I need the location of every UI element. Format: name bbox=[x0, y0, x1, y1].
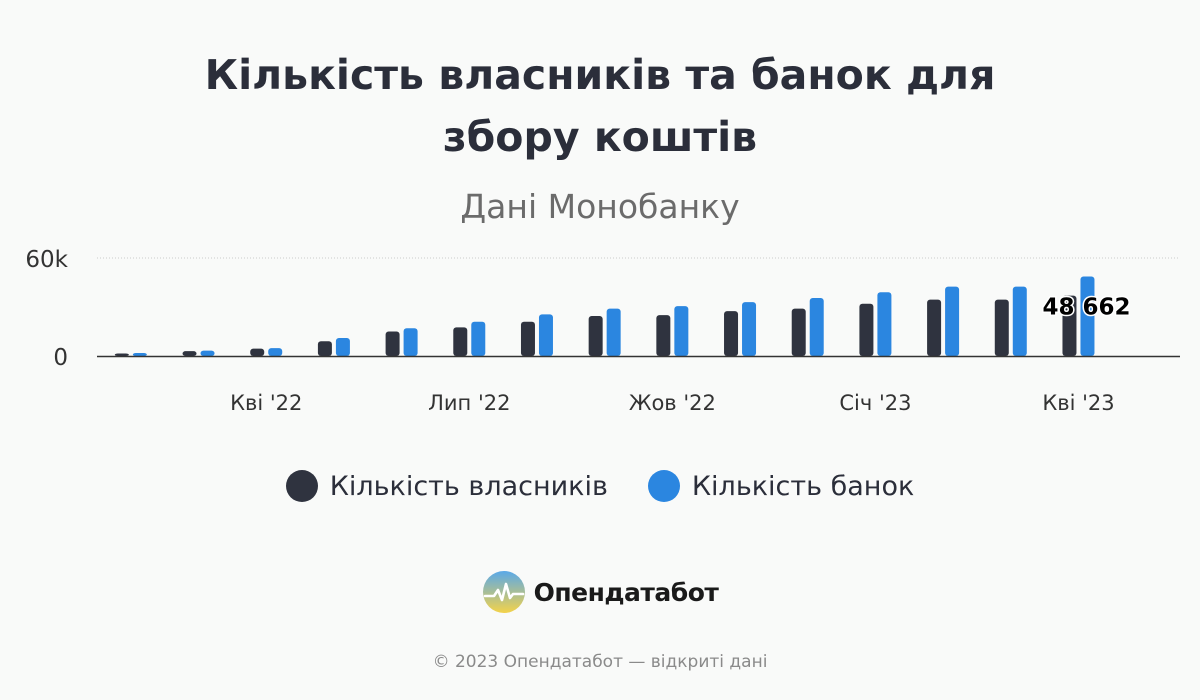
opendatabot-logo-icon bbox=[482, 571, 525, 613]
bar-owners bbox=[588, 315, 603, 356]
bar-owners bbox=[859, 303, 874, 356]
legend-item-banks[interactable]: Кількість банок bbox=[647, 470, 915, 502]
legend-banks-swatch bbox=[647, 470, 680, 502]
bar-owners bbox=[656, 315, 671, 356]
bar-owners bbox=[182, 351, 197, 356]
bar-owners bbox=[453, 327, 468, 356]
bar-owners bbox=[724, 311, 739, 356]
x-tick-label: Лип '22 bbox=[428, 391, 510, 415]
bar-banks bbox=[1080, 276, 1095, 356]
legend-banks-label: Кількість банок bbox=[691, 470, 915, 502]
x-tick-label: Січ '23 bbox=[839, 391, 911, 415]
chart-title: Кількість власників та банок для збору к… bbox=[0, 44, 1200, 168]
bar-banks bbox=[742, 302, 757, 356]
bar-banks bbox=[945, 286, 960, 356]
legend-item-owners[interactable]: Кількість власників bbox=[285, 470, 608, 502]
bar-banks bbox=[471, 321, 486, 356]
bar-owners bbox=[114, 353, 129, 356]
bar-banks bbox=[809, 298, 824, 356]
bar-banks bbox=[1012, 286, 1027, 356]
bar-banks bbox=[538, 314, 553, 356]
data-label: 48 662 bbox=[1042, 295, 1130, 321]
chart-legend: Кількість власників Кількість банок bbox=[0, 470, 1200, 502]
chart-subtitle: Дані Монобанку bbox=[460, 187, 740, 226]
chart-plot-area: 0 60k Кві '22 Лип '22 Жов '22 Січ '23 Кві '23 4… bbox=[25, 247, 1180, 415]
bar-owners bbox=[385, 331, 400, 356]
y-tick-label: 60k bbox=[25, 247, 68, 273]
bar-banks bbox=[335, 338, 350, 356]
x-tick-label: Кві '22 bbox=[230, 391, 302, 415]
bar-banks bbox=[674, 306, 689, 356]
bar-owners bbox=[1062, 295, 1077, 356]
x-tick-label: Жов '22 bbox=[629, 391, 716, 415]
bar-banks bbox=[877, 292, 892, 356]
bar-owners bbox=[994, 299, 1009, 356]
bar-owners bbox=[250, 348, 265, 356]
bar-banks bbox=[268, 348, 283, 356]
brand-logo[interactable]: Опендатабот bbox=[0, 570, 1200, 614]
bar-banks bbox=[403, 328, 418, 356]
brand-name: Опендатабот bbox=[533, 577, 719, 607]
bar-banks bbox=[132, 353, 147, 356]
copyright-text: © 2023 Опендатабот — відкриті дані bbox=[432, 652, 768, 672]
x-tick-label: Кві '23 bbox=[1042, 391, 1114, 415]
chart-title-text: Кількість власників та банок для збору к… bbox=[204, 51, 996, 161]
bar-owners bbox=[791, 308, 806, 356]
legend-owners-label: Кількість власників bbox=[329, 470, 608, 502]
bar-owners bbox=[317, 341, 332, 356]
y-tick-label: 0 bbox=[53, 345, 68, 371]
legend-owners-swatch bbox=[285, 470, 318, 502]
bar-banks bbox=[606, 308, 621, 356]
bar-owners bbox=[520, 321, 535, 356]
bar-owners bbox=[927, 299, 942, 356]
bar-banks bbox=[200, 350, 215, 356]
